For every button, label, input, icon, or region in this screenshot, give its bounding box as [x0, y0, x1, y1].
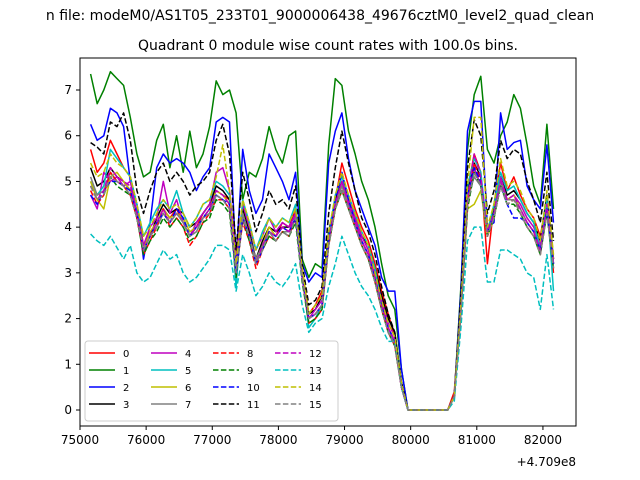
x-tick-label: 81000 — [458, 433, 496, 447]
x-tick-label: 77000 — [193, 433, 231, 447]
legend-label-11: 11 — [247, 400, 260, 411]
legend-label-0: 0 — [123, 349, 129, 360]
legend-label-10: 10 — [247, 383, 260, 394]
legend-label-8: 8 — [247, 349, 253, 360]
legend-label-2: 2 — [123, 383, 129, 394]
chart-suptitle: n file: modeM0/AS1T05_233T01_9000006438_… — [46, 8, 594, 24]
legend-label-9: 9 — [247, 366, 253, 377]
legend-label-3: 3 — [123, 400, 129, 411]
y-tick-label: 2 — [64, 312, 72, 326]
legend-label-12: 12 — [309, 349, 322, 360]
x-tick-label: 78000 — [259, 433, 297, 447]
plot-frame — [79, 57, 577, 427]
y-axis: 0 1 2 3 4 5 6 7 — [64, 83, 80, 417]
legend-label-7: 7 — [185, 400, 191, 411]
y-tick-label: 3 — [64, 266, 72, 280]
legend-label-1: 1 — [123, 366, 129, 377]
y-tick-label: 4 — [64, 220, 72, 234]
series-line-13 — [90, 226, 555, 411]
x-offset-label: +4.709e8 — [517, 455, 576, 469]
y-tick-label: 0 — [64, 403, 72, 417]
x-tick-label: 76000 — [127, 433, 165, 447]
x-axis: 75000 76000 77000 78000 79000 80000 81000 82000 — [61, 426, 562, 447]
y-tick-label: 6 — [64, 129, 72, 143]
legend-label-4: 4 — [185, 349, 191, 360]
series-line-8 — [89, 162, 555, 411]
x-tick-label: 75000 — [61, 433, 99, 447]
y-tick-label: 5 — [64, 174, 72, 188]
series-line-12 — [89, 153, 555, 411]
y-tick-label: 7 — [64, 83, 72, 97]
series-line-15 — [89, 171, 555, 411]
legend-label-13: 13 — [309, 366, 322, 377]
legend-label-15: 15 — [309, 400, 322, 411]
series-line-11 — [90, 112, 555, 411]
legend-box — [84, 340, 339, 422]
legend-label-5: 5 — [185, 366, 191, 377]
x-tick-label: 80000 — [392, 433, 430, 447]
series-line-9 — [89, 171, 555, 411]
series-line-14 — [89, 116, 555, 411]
legend-label-6: 6 — [185, 383, 191, 394]
x-tick-label: 82000 — [524, 433, 562, 447]
series-line-2 — [89, 100, 555, 411]
legend-label-14: 14 — [309, 383, 322, 394]
series-layer — [89, 70, 555, 411]
chart-title: Quadrant 0 module wise count rates with … — [138, 38, 518, 54]
x-tick-label: 79000 — [325, 433, 363, 447]
y-tick-label: 1 — [64, 357, 72, 371]
